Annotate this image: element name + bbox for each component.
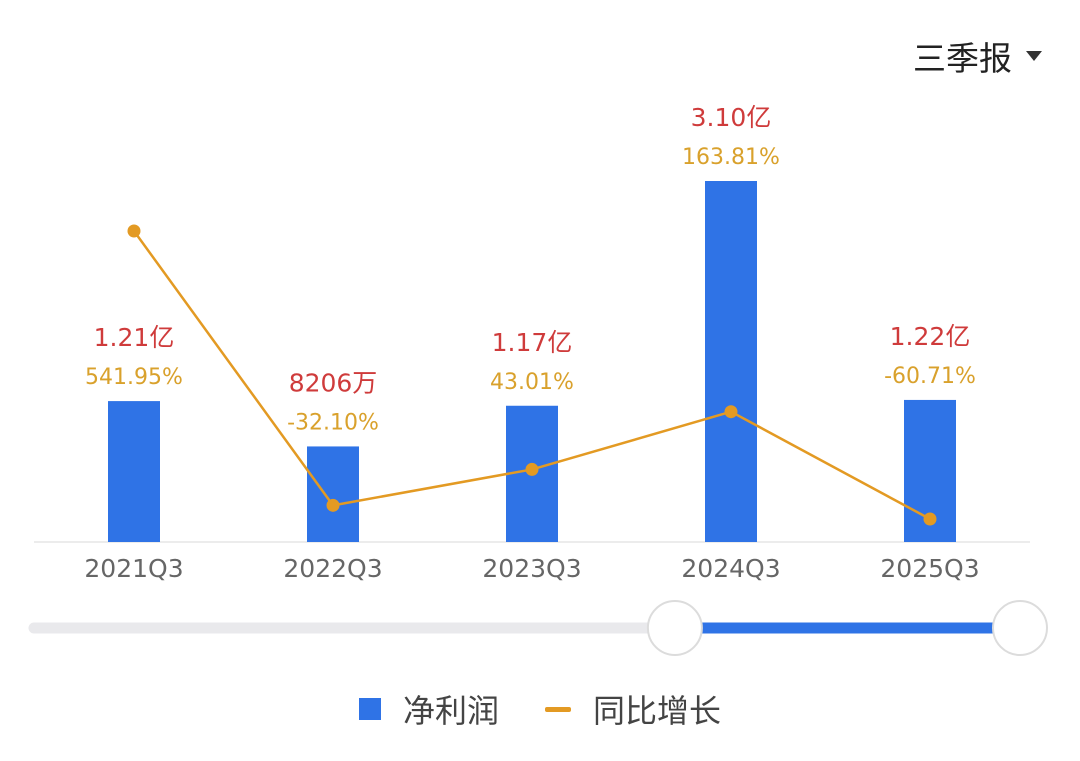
growth-value-label: -60.71% xyxy=(884,364,976,389)
bar-value-label: 3.10亿 xyxy=(691,103,772,132)
legend-item-net-profit[interactable]: 净利润 xyxy=(358,686,499,732)
legend-item-yoy-growth[interactable]: 同比增长 xyxy=(545,686,721,732)
legend-line-swatch xyxy=(545,706,571,712)
bar-value-label: 1.21亿 xyxy=(94,323,175,352)
slider-handle-start[interactable] xyxy=(646,600,703,656)
growth-value-label: -32.10% xyxy=(287,410,379,435)
growth-value-label: 163.81% xyxy=(682,145,780,170)
caret-down-icon xyxy=(1026,51,1042,61)
line-point-yoy-growth xyxy=(525,462,539,476)
slider-handle-end[interactable] xyxy=(992,600,1048,656)
growth-value-label: 43.01% xyxy=(490,370,574,395)
period-selector[interactable]: 三季报 xyxy=(913,32,1042,80)
legend-label-yoy-growth: 同比增长 xyxy=(593,692,722,730)
legend: 净利润 同比增长 xyxy=(0,686,1080,732)
bar-value-label: 1.22亿 xyxy=(890,322,971,351)
x-tick-label: 2025Q3 xyxy=(880,554,979,583)
bar-value-label: 1.17亿 xyxy=(492,328,573,357)
bar-value-label: 8206万 xyxy=(289,368,378,397)
legend-bar-swatch xyxy=(358,698,381,720)
line-point-yoy-growth xyxy=(127,224,141,238)
growth-value-label: 541.95% xyxy=(85,365,183,390)
bar-net-profit xyxy=(307,446,359,542)
bar-net-profit xyxy=(108,401,160,542)
line-point-yoy-growth xyxy=(724,405,738,419)
x-tick-label: 2021Q3 xyxy=(84,554,183,583)
legend-label-net-profit: 净利润 xyxy=(402,692,499,730)
period-selector-label: 三季报 xyxy=(913,39,1012,78)
x-tick-label: 2023Q3 xyxy=(482,554,581,583)
line-point-yoy-growth xyxy=(326,498,340,512)
x-tick-label: 2024Q3 xyxy=(681,554,780,583)
x-tick-label: 2022Q3 xyxy=(283,554,382,583)
line-point-yoy-growth xyxy=(923,512,937,526)
chart: 1.21亿 541.95% 2021Q3 8206万 -32.10% 2022Q3 1.17… xyxy=(28,103,1048,656)
bar-net-profit xyxy=(705,181,757,542)
